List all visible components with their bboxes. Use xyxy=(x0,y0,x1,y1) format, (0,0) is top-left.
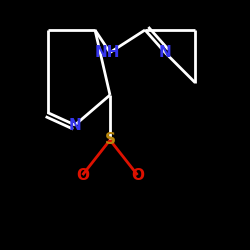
Text: N: N xyxy=(159,45,172,60)
Text: NH: NH xyxy=(95,45,120,60)
Text: O: O xyxy=(131,168,144,182)
Text: S: S xyxy=(104,132,116,148)
Text: N: N xyxy=(68,118,82,132)
Text: O: O xyxy=(76,168,89,182)
